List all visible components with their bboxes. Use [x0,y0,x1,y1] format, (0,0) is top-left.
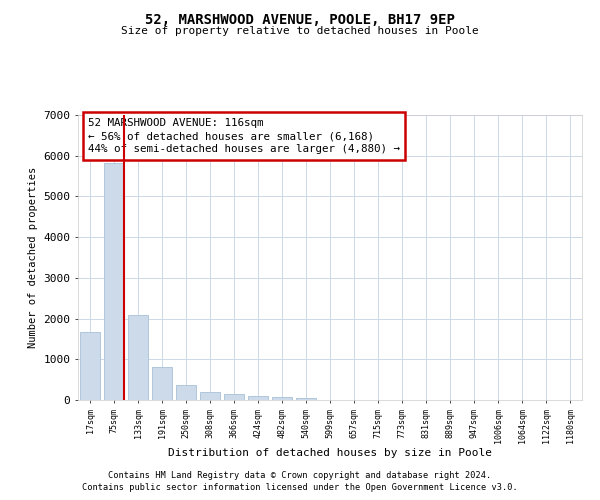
Bar [248,396,268,400]
Text: Contains HM Land Registry data © Crown copyright and database right 2024.: Contains HM Land Registry data © Crown c… [109,471,491,480]
Bar [128,316,148,400]
Bar [152,366,172,400]
Bar [104,163,124,400]
Text: 52, MARSHWOOD AVENUE, POOLE, BH17 9EP: 52, MARSHWOOD AVENUE, POOLE, BH17 9EP [145,12,455,26]
Bar [80,332,100,400]
Text: 52 MARSHWOOD AVENUE: 116sqm
← 56% of detached houses are smaller (6,168)
44% of : 52 MARSHWOOD AVENUE: 116sqm ← 56% of det… [88,118,400,154]
Bar [200,392,220,400]
Y-axis label: Number of detached properties: Number of detached properties [28,167,38,348]
Text: Contains public sector information licensed under the Open Government Licence v3: Contains public sector information licen… [82,484,518,492]
X-axis label: Distribution of detached houses by size in Poole: Distribution of detached houses by size … [168,448,492,458]
Bar [296,398,316,400]
Bar [176,385,196,400]
Bar [272,396,292,400]
Text: Size of property relative to detached houses in Poole: Size of property relative to detached ho… [121,26,479,36]
Bar [224,394,244,400]
